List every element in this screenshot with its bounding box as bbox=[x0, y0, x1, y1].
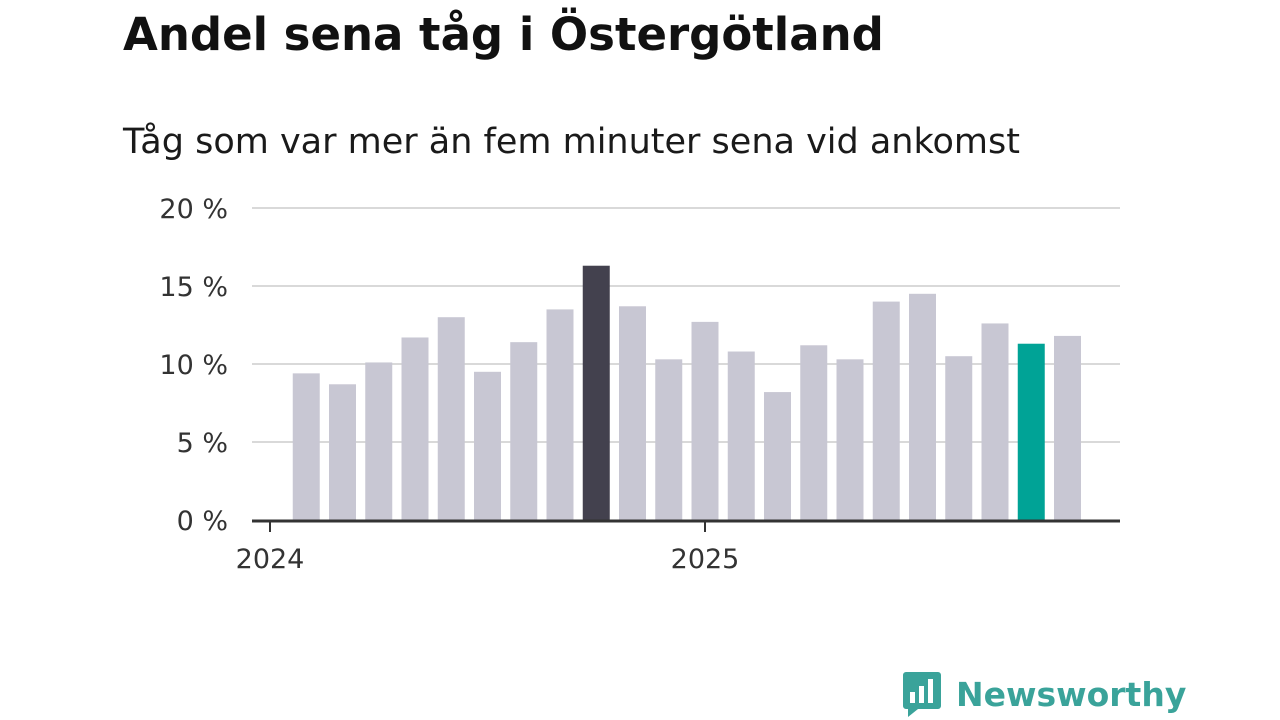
bar bbox=[945, 356, 973, 520]
newsworthy-logo-icon bbox=[903, 672, 941, 717]
bar bbox=[1017, 343, 1045, 520]
bar bbox=[909, 293, 936, 520]
bar bbox=[510, 342, 538, 520]
bar bbox=[365, 362, 393, 520]
bar bbox=[1054, 335, 1081, 520]
bar bbox=[872, 301, 900, 520]
y-tick-label: 0 % bbox=[177, 506, 228, 537]
bar bbox=[800, 345, 828, 520]
bar bbox=[546, 309, 574, 520]
bar bbox=[619, 306, 646, 520]
chart-title: Andel sena tåg i Östergötland bbox=[123, 8, 884, 61]
y-tick-label: 10 % bbox=[159, 350, 228, 381]
bar bbox=[691, 321, 719, 520]
brand-name: Newsworthy bbox=[956, 674, 1187, 714]
y-tick-label: 15 % bbox=[159, 272, 228, 303]
bar bbox=[582, 265, 610, 520]
bar bbox=[764, 392, 791, 520]
y-tick-label: 20 % bbox=[159, 194, 228, 225]
chart-subtitle: Tåg som var mer än fem minuter sena vid … bbox=[123, 122, 1020, 162]
bar bbox=[836, 359, 864, 520]
brand-logo: Newsworthy bbox=[902, 670, 1186, 718]
bar bbox=[401, 337, 429, 520]
bar bbox=[437, 317, 465, 520]
x-tick-label: 2024 bbox=[236, 544, 305, 575]
bar bbox=[981, 323, 1009, 520]
bar bbox=[329, 384, 356, 520]
y-tick-label: 5 % bbox=[177, 428, 228, 459]
bar bbox=[474, 371, 501, 520]
bar bbox=[292, 373, 320, 520]
bar bbox=[655, 359, 683, 520]
bar bbox=[727, 351, 755, 520]
x-tick-label: 2025 bbox=[671, 544, 740, 575]
